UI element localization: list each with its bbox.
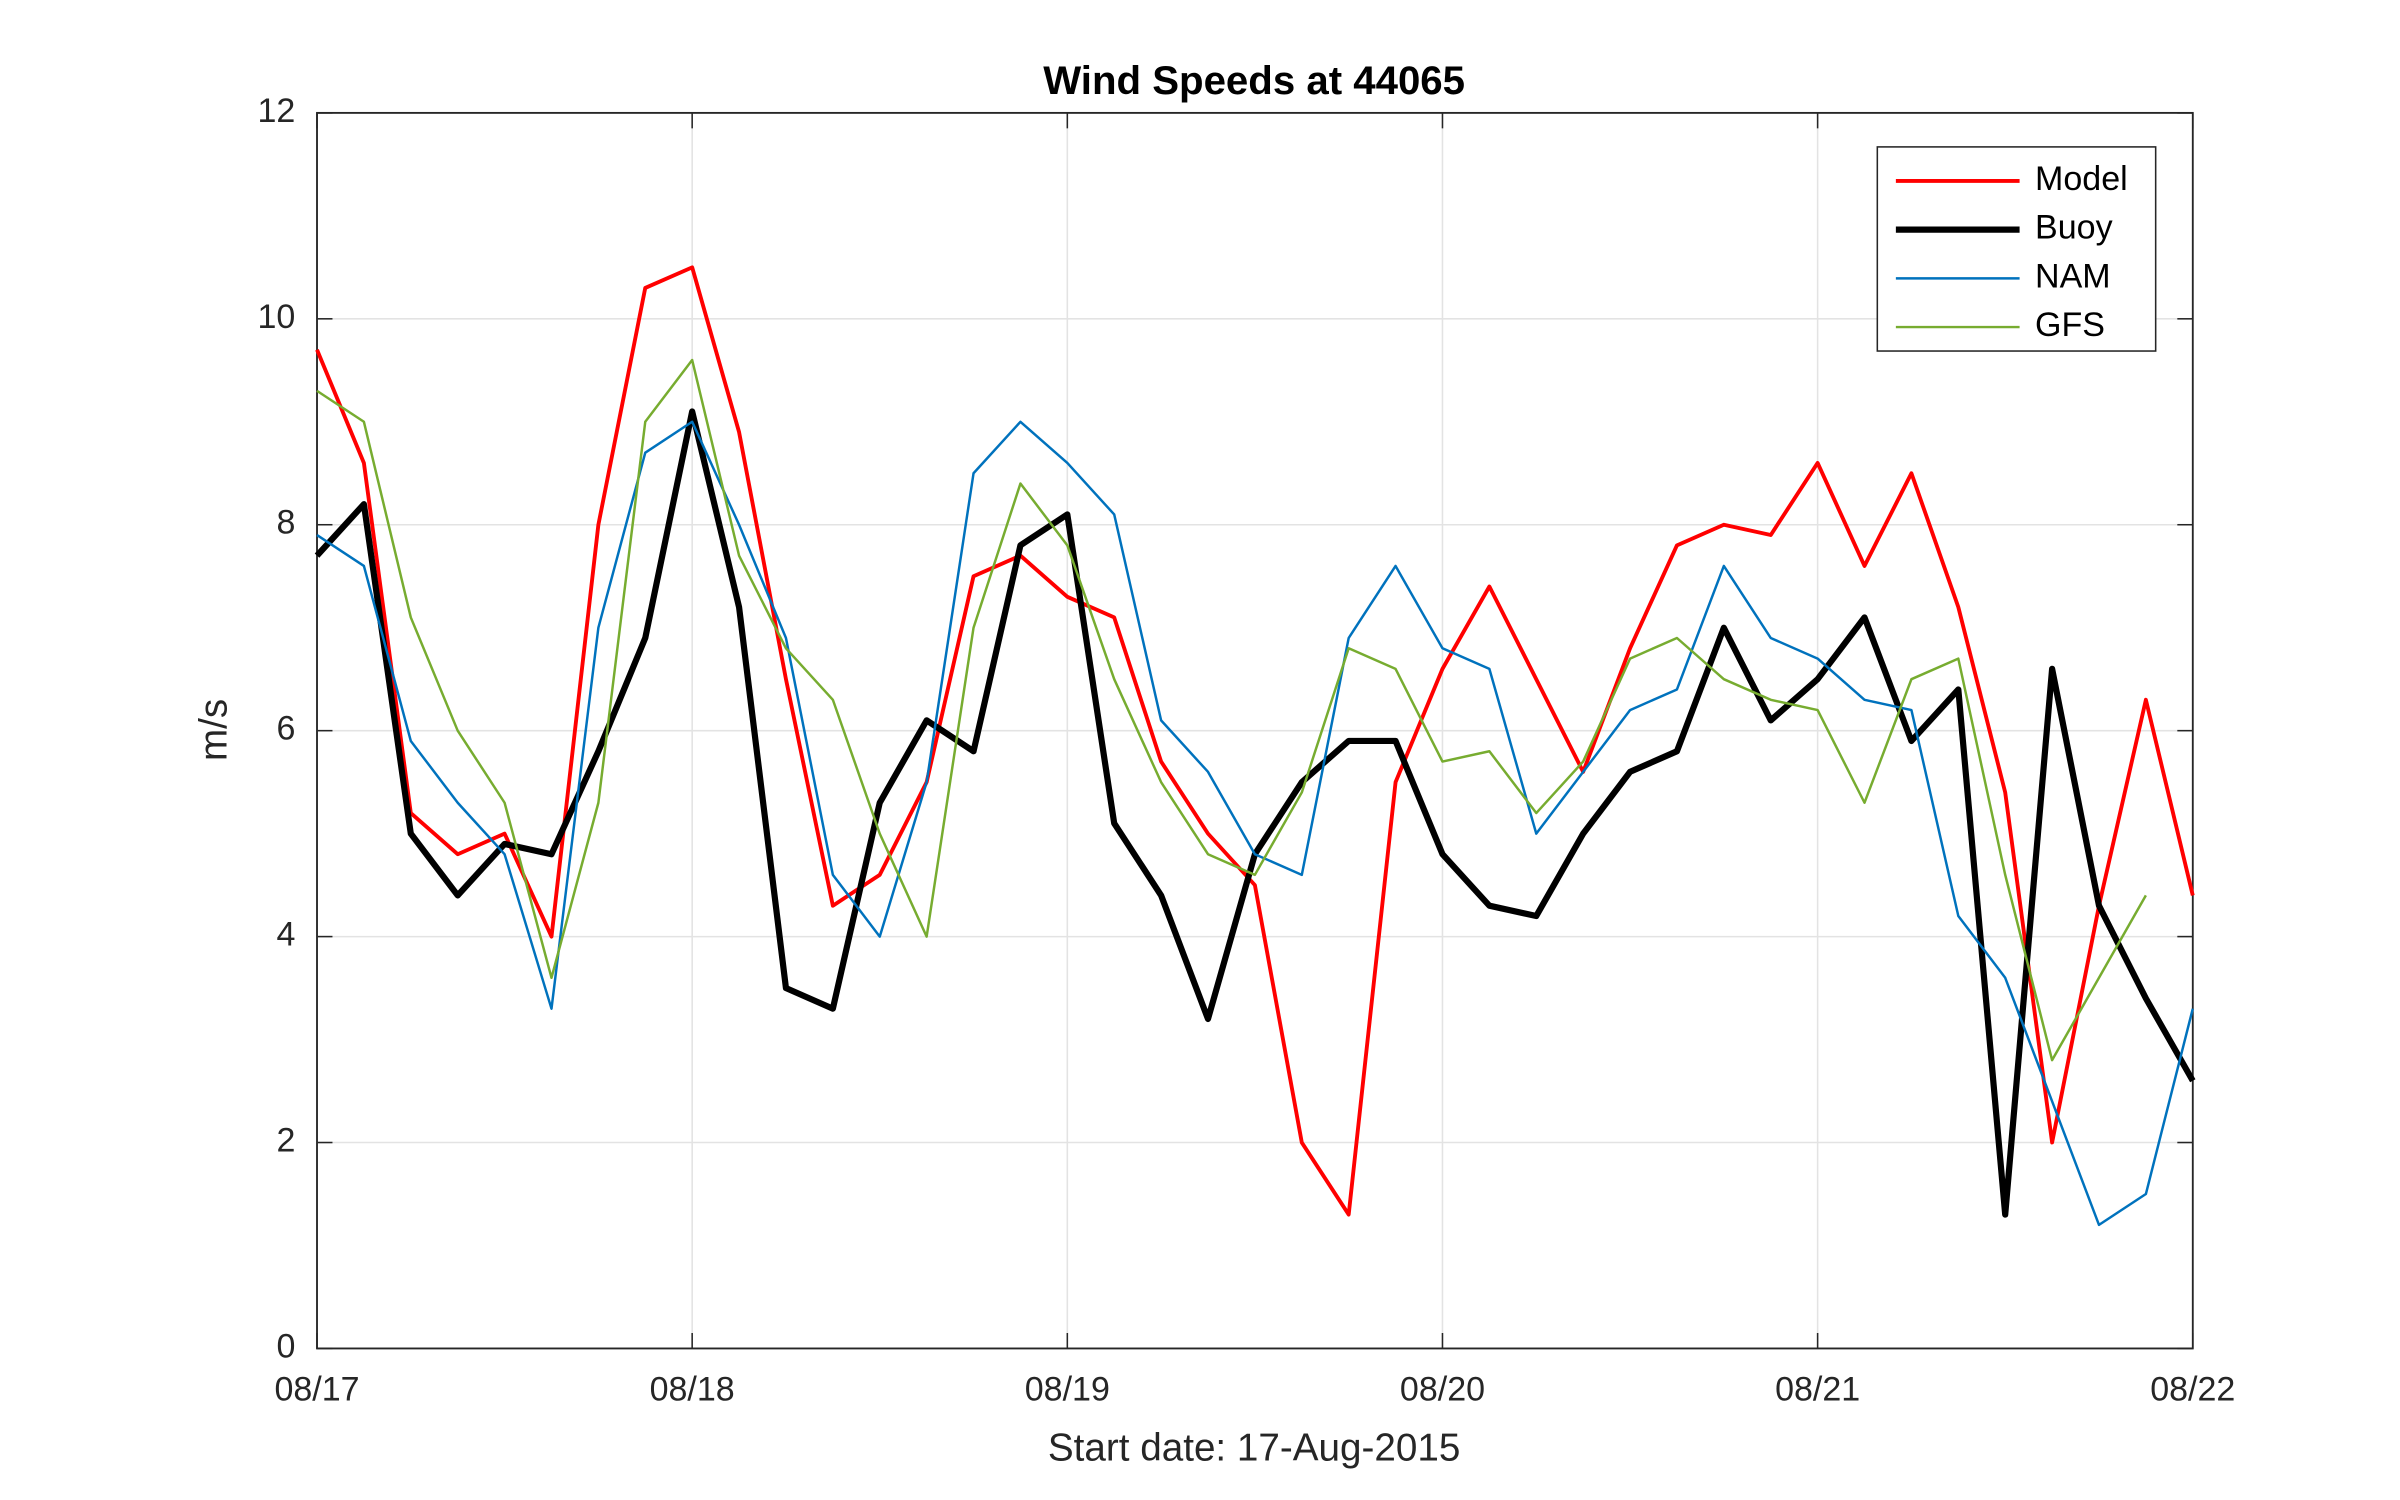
x-tick-label: 08/22 bbox=[2150, 1371, 2235, 1409]
legend-label: GFS bbox=[2035, 306, 2105, 344]
y-tick-label: 2 bbox=[276, 1122, 295, 1160]
x-tick-label: 08/21 bbox=[1775, 1371, 1860, 1409]
x-tick-label: 08/19 bbox=[1025, 1371, 1110, 1409]
legend-label: Buoy bbox=[2035, 209, 2113, 247]
series-line bbox=[316, 420, 2194, 1227]
x-tick-label: 08/18 bbox=[650, 1371, 735, 1409]
series-line bbox=[316, 358, 2147, 1062]
x-tick-label: 08/17 bbox=[274, 1371, 359, 1409]
y-tick-label: 12 bbox=[258, 92, 296, 130]
legend-label: Model bbox=[2035, 160, 2128, 198]
series-line bbox=[315, 265, 2195, 1217]
x-axis-label: Start date: 17-Aug-2015 bbox=[1048, 1427, 1460, 1470]
y-tick-label: 6 bbox=[276, 710, 295, 748]
y-tick-label: 10 bbox=[258, 298, 296, 336]
legend-label: NAM bbox=[2035, 257, 2111, 295]
plot-frame bbox=[316, 111, 2194, 1350]
y-tick-label: 4 bbox=[276, 916, 295, 954]
x-tick-label: 08/20 bbox=[1400, 1371, 1485, 1409]
y-tick-label: 0 bbox=[276, 1327, 295, 1365]
y-tick-label: 8 bbox=[276, 504, 295, 542]
chart-title: Wind Speeds at 44065 bbox=[1043, 58, 1465, 103]
y-axis-label: m/s bbox=[193, 699, 236, 761]
